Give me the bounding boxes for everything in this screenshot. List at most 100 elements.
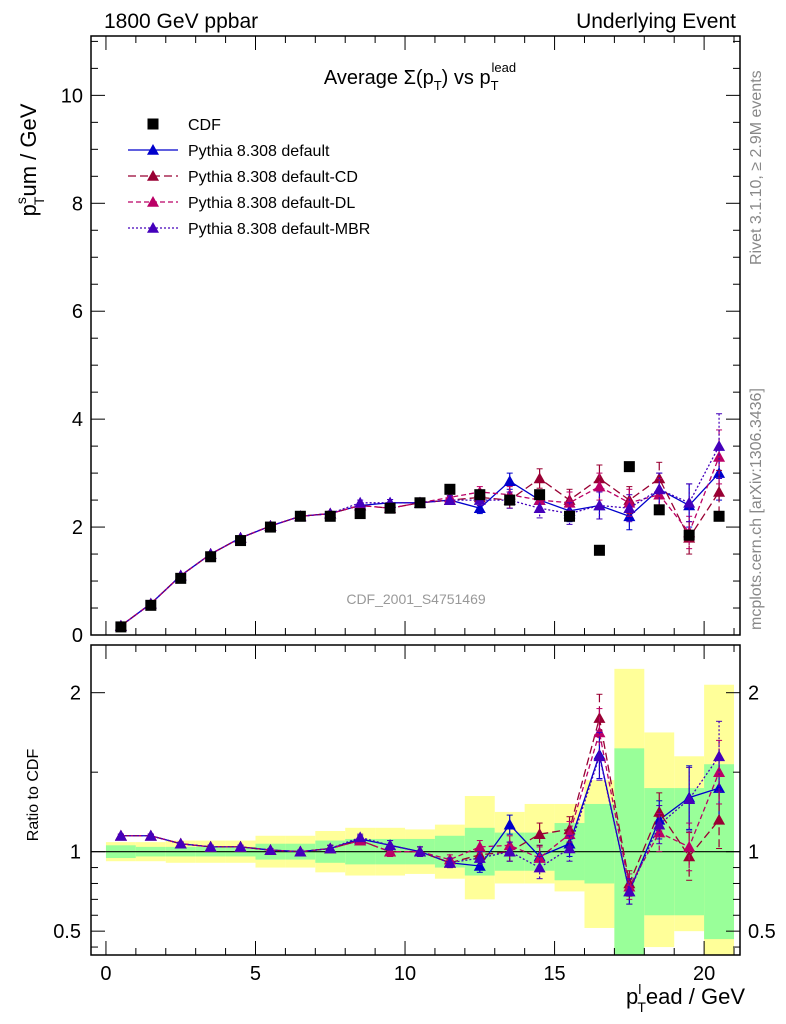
legend-marker-cd: [147, 170, 159, 181]
xlabel-rest: ead / GeV: [646, 984, 745, 1009]
main-title-sub1: T: [434, 78, 442, 93]
xlabel-sub: T: [637, 999, 646, 1015]
data-point: [593, 544, 605, 556]
series-point-mbr: [114, 829, 127, 841]
x-tick-label: 0: [100, 963, 111, 985]
ratio-ylabel: Ratio to CDF: [25, 749, 42, 842]
data-point: [683, 529, 695, 541]
legend-label-0: CDF: [188, 117, 221, 134]
series-point-mbr: [234, 840, 247, 852]
series-point-dl: [593, 726, 606, 738]
legend-marker-default: [147, 144, 159, 155]
ratio-y-tick-label: 0.5: [53, 921, 81, 943]
legend-marker-dl: [147, 196, 159, 207]
series-line-mbr: [120, 445, 720, 627]
series-point-dl: [653, 826, 666, 838]
x-tick-label: 5: [250, 963, 261, 985]
data-point: [235, 535, 247, 547]
header-left: 1800 GeV ppbar: [104, 10, 258, 33]
series-point-dl: [563, 828, 576, 839]
series-point-mbr: [623, 885, 636, 897]
x-tick-label: 20: [693, 963, 715, 985]
ratio-y-tick-label: 2: [70, 683, 81, 705]
data-point: [205, 551, 217, 563]
series-point-mbr: [503, 845, 516, 857]
data-point: [564, 510, 576, 522]
series-point-default: [713, 782, 726, 793]
series-point-mbr: [264, 844, 277, 855]
series-point-mbr: [713, 440, 726, 451]
series-point-dl: [593, 480, 606, 492]
legend-label-1: Pythia 8.308 default: [188, 143, 330, 160]
series-point-mbr: [623, 502, 636, 513]
series-point-dl: [384, 845, 397, 857]
main-y-tick-label: 0: [72, 625, 83, 647]
band-inner: [584, 803, 615, 884]
main-title-sup: lead: [492, 60, 517, 75]
series-point-dl: [563, 496, 576, 508]
data-point: [294, 510, 306, 522]
series-point-mbr: [413, 845, 426, 857]
series-point-mbr: [443, 494, 456, 505]
analysis-watermark: CDF_2001_S4751469: [346, 591, 486, 607]
series-point-cd: [713, 813, 726, 825]
series-point-mbr: [533, 502, 546, 513]
main-ylabel-sub: T: [31, 196, 47, 205]
series-point-mbr: [683, 496, 696, 508]
data-point: [504, 494, 516, 506]
series-point-dl: [683, 840, 696, 852]
data-point: [264, 521, 276, 533]
rivet-label: Rivet 3.1.10, ≥ 2.9M events: [748, 70, 765, 265]
main-ylabel-rest: um / GeV: [16, 103, 41, 196]
main-title: Average Σ(pT) vs pTlead: [324, 60, 516, 93]
legend-label-2: Pythia 8.308 default-CD: [188, 169, 358, 186]
mcplots-label: mcplots.cern.ch [arXiv:1306.3436]: [748, 388, 765, 630]
legend-marker-mbr: [147, 222, 159, 233]
series-point-mbr: [653, 483, 666, 495]
series-point-dl: [713, 450, 726, 462]
series-point-dl: [473, 840, 486, 852]
series-point-mbr: [144, 829, 157, 841]
ratio-bands: [105, 668, 735, 955]
series-line-cd: [120, 477, 720, 627]
series-point-default: [503, 475, 516, 487]
main-y-tick-label: 4: [72, 409, 83, 431]
series-point-mbr: [653, 818, 666, 830]
data-point: [115, 621, 127, 633]
data-point: [145, 599, 157, 611]
ratio-y-tick-label-right: 2: [748, 683, 759, 705]
legend-label-3: Pythia 8.308 default-DL: [188, 195, 355, 212]
header-right: Underlying Event: [576, 10, 736, 33]
series-point-default: [473, 502, 486, 513]
series-point-mbr: [324, 842, 337, 854]
data-point: [474, 489, 486, 501]
series-point-cd: [533, 828, 546, 839]
legend-marker-data: [147, 118, 159, 130]
main-y-tick-label: 8: [72, 193, 83, 215]
main-frame: [90, 35, 741, 636]
legend: CDF Pythia 8.308 default Pythia 8.308 de…: [128, 117, 370, 238]
data-point: [713, 510, 725, 522]
data-point: [653, 504, 665, 516]
series-point-cd: [533, 472, 546, 484]
series-point-mbr: [174, 837, 187, 849]
series-point-dl: [503, 839, 516, 851]
series-point-mbr: [384, 839, 397, 851]
data-point: [384, 502, 396, 514]
chart-marks: 0 5 10 15 20 0 2 4 6 8 10 0.5 0.5 1 1 2 2: [53, 35, 776, 985]
series-mbr: [114, 720, 726, 905]
series-point-mbr: [593, 750, 606, 762]
series-point-mbr: [294, 845, 307, 857]
series-point-mbr: [443, 856, 456, 868]
series-point-mbr: [354, 496, 367, 508]
series-point-mbr: [533, 861, 546, 873]
main-ylabel-p: p: [16, 204, 41, 216]
series-point-mbr: [204, 840, 217, 852]
xlabel-p: p: [626, 984, 638, 1009]
main-title-sub2: T: [491, 78, 499, 93]
series-point-cd: [713, 485, 726, 497]
data-point: [444, 483, 456, 495]
x-tick-label: 15: [543, 963, 565, 985]
series-point-mbr: [354, 831, 367, 843]
data-point: [414, 497, 426, 509]
